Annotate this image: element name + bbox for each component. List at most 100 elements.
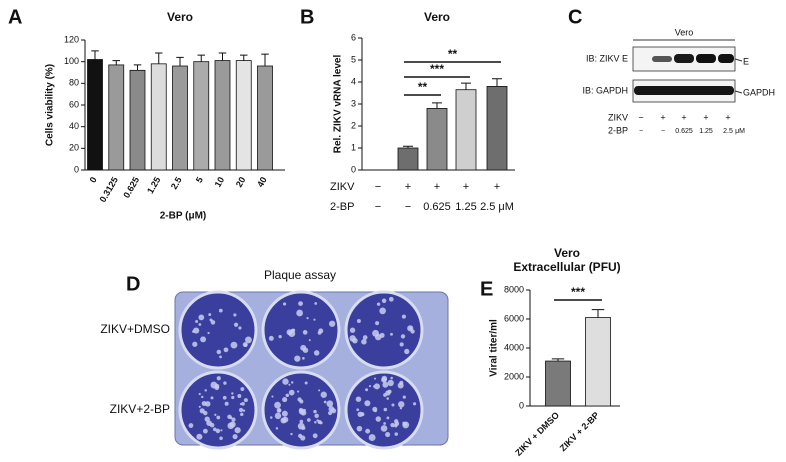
plaque [290,432,293,436]
bar [397,147,419,171]
plaque [398,401,405,408]
plaque [391,403,395,407]
plaque [381,375,388,382]
y-tick-label: 4000 [504,342,524,352]
plaque [223,347,229,353]
plaque [202,428,208,434]
plaque [397,382,404,389]
error-bar [461,82,471,90]
plaque [275,427,279,430]
plaque [379,307,386,315]
bar [585,317,611,407]
plaque [218,308,223,313]
plaque [282,397,288,403]
plaque [204,389,207,392]
plaque [314,421,317,424]
significance-label: ** [418,80,428,94]
error-bar [261,53,269,66]
plaque [308,339,311,342]
y-tick-label: 0 [351,164,356,174]
plaque [385,390,391,396]
plaque [306,317,309,320]
bar [545,360,571,407]
row-label: ZIKV [330,181,355,193]
plaque [404,348,410,355]
plaque [195,320,199,323]
plaque [240,387,245,391]
x-axis-label: 2-BP (μM) [160,211,207,222]
blot-connector [734,58,743,62]
blot-condition-value: − [661,128,665,135]
error-bar [155,52,163,64]
error-bar [133,64,142,71]
y-tick-label: 3 [351,98,356,108]
significance-label: *** [430,62,444,76]
plaque [320,391,327,398]
plaque [238,326,242,330]
plaque [385,432,391,438]
plaque [382,381,389,388]
plaque [240,412,244,417]
well [261,290,341,370]
plaque [390,332,393,336]
plaque [288,389,295,396]
y-axis-label: Viral titer/ml [489,319,500,377]
plaque [281,410,288,417]
plaque [219,355,222,359]
error-bar [591,309,605,318]
plaque [219,436,223,440]
bar [426,108,448,171]
plaque [300,409,307,416]
blot-band [696,54,716,63]
blot-condition-value: + [660,112,665,122]
blot-title: Vero [675,27,694,37]
plaque [231,417,236,422]
plaque [376,302,381,306]
plaque [201,401,207,406]
plaque [209,422,215,428]
plaque [198,314,205,321]
blot-condition-value: + [725,112,730,122]
x-tick-label: ZIKV + 2-BP [558,410,601,453]
plaque [223,381,227,385]
chart-title: Vero [424,10,450,24]
plaque [201,395,204,399]
blot-condition-value: 2.5 [723,128,733,135]
y-tick-label: 5 [351,54,356,64]
x-tick-label: 0.625 [121,175,141,200]
chart-title: Vero [167,10,193,24]
plaque [361,339,367,345]
plaque [319,421,323,425]
error-bar [91,50,99,60]
plaque [214,383,220,389]
bar [235,60,252,171]
plaque [282,378,289,385]
plaque [326,400,334,408]
plaque [383,407,388,412]
plaque [314,302,318,305]
plaque [352,337,358,344]
plaque [300,344,307,351]
plaque [192,341,198,347]
row-label: 2-BP [330,201,354,213]
panel-letter: A [8,6,22,28]
plaque-row-label: ZIKV+DMSO [100,322,170,336]
y-tick-label: 100 [64,56,79,66]
blot-band [674,54,694,63]
row-value: − [375,181,381,193]
plaque [379,332,385,338]
blot-band-label: E [743,56,749,66]
plaque [318,328,324,334]
plaque [231,392,234,395]
plaque [216,349,222,355]
error-bar [197,54,205,62]
plaque [365,388,369,392]
x-tick-label: 1.25 [145,175,162,195]
plaque [244,343,248,347]
plaque-row-label: ZIKV+2-BP [110,402,170,416]
plaque [300,435,306,441]
plaque [222,395,227,400]
plaque [244,336,252,344]
plaque [386,416,390,420]
plaque [307,418,311,422]
